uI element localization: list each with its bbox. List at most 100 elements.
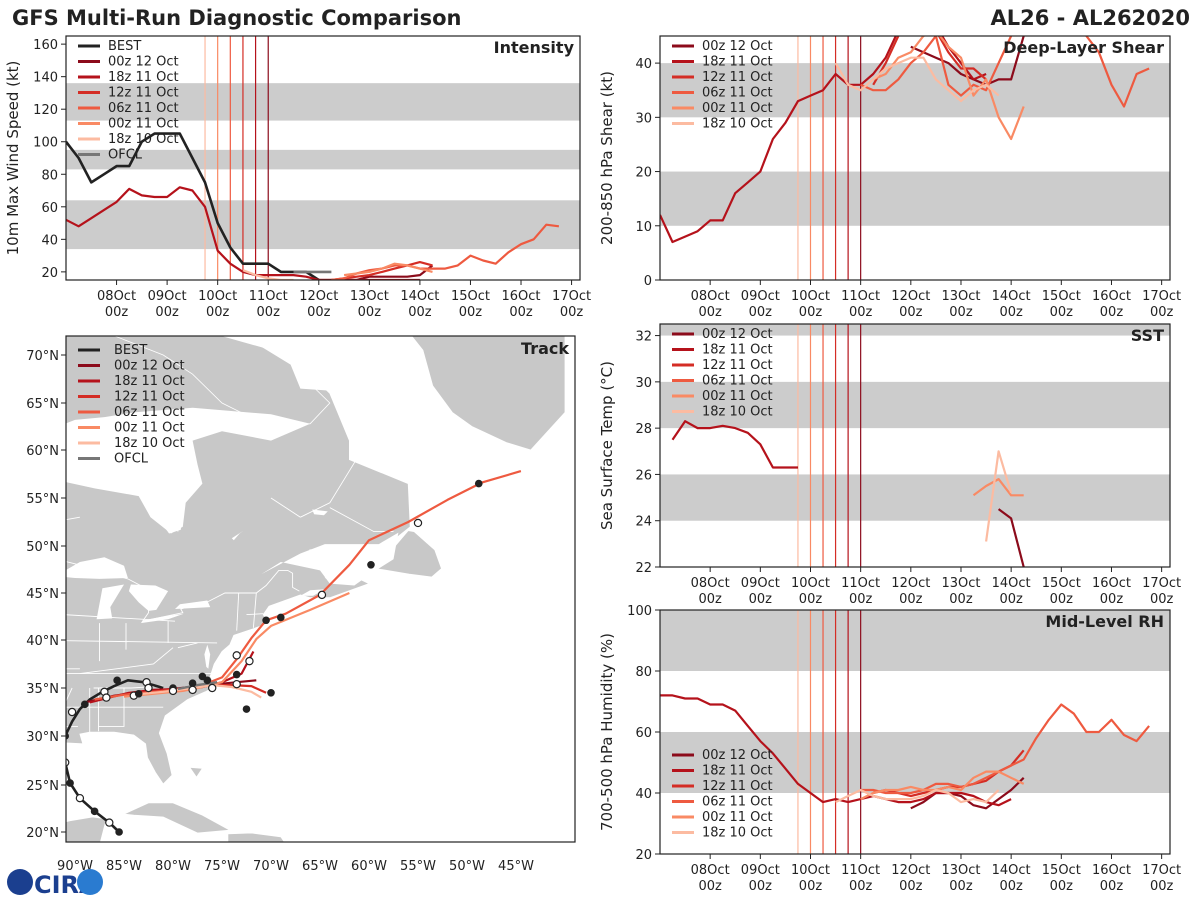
intensity-xtick-day: 10Oct — [198, 289, 237, 304]
best-track-point-filled — [66, 732, 69, 740]
intensity-xtick-day: 13Oct — [350, 289, 389, 304]
track-legend-label: 18z 11 Oct — [114, 374, 185, 389]
sst-xtick-day: 16Oct — [1092, 576, 1131, 591]
track-legend-label: 00z 11 Oct — [114, 421, 185, 436]
shear-legend-label: 18z 11 Oct — [702, 55, 773, 70]
puerto-rico-land — [298, 846, 315, 851]
jamaica-land — [190, 847, 210, 852]
forecast-point-filled — [134, 689, 143, 698]
best-track-point-open — [66, 758, 70, 767]
sst-xtick-hour: 00z — [799, 592, 823, 607]
intensity-xtick-day: 14Oct — [400, 289, 439, 304]
rh-xtick-hour: 00z — [899, 879, 923, 894]
rh-series-line — [660, 694, 1012, 807]
rh-xtick-day: 09Oct — [741, 863, 780, 878]
shear-panel: 01020304008Oct00z09Oct00z10Oct00z11Oct00… — [598, 35, 1181, 320]
sst-xtick-hour: 00z — [1150, 592, 1174, 607]
forecast-point-filled — [203, 676, 212, 685]
rh-legend-label: 18z 11 Oct — [702, 764, 773, 779]
cuba-land — [122, 802, 232, 834]
shear-xtick-day: 13Oct — [941, 289, 980, 304]
lake-erie-water — [140, 613, 184, 624]
yucatan-land — [66, 816, 107, 842]
rh-series-line — [860, 703, 1150, 795]
sst-y-axis-label: Sea Surface Temp (°C) — [598, 361, 616, 530]
shear-legend-label: 06z 11 Oct — [702, 86, 773, 101]
shear-ytick-label: 40 — [635, 57, 652, 72]
shear-y-axis-label: 200-850 hPa Shear (kt) — [598, 71, 616, 245]
sst-xtick-hour: 00z — [1100, 592, 1124, 607]
rh-xtick-hour: 00z — [698, 879, 722, 894]
sst-ytick-label: 26 — [635, 468, 652, 483]
sst-xtick-hour: 00z — [698, 592, 722, 607]
forecast-point-filled — [242, 705, 251, 713]
cira-logo: CIRA — [7, 869, 103, 899]
intensity-best-line — [66, 132, 320, 280]
track-legend-label: 06z 11 Oct — [114, 405, 185, 420]
track-legend-label: BEST — [114, 343, 147, 358]
intensity-ytick-label: 80 — [41, 168, 58, 183]
intensity-legend-label: 00z 11 Oct — [108, 117, 179, 132]
rh-xtick-hour: 00z — [1150, 879, 1174, 894]
shear-series-line — [860, 36, 1150, 108]
intensity-xtick-hour: 00z — [358, 305, 382, 320]
sst-ytick-label: 28 — [635, 422, 652, 437]
shear-xtick-hour: 00z — [1150, 305, 1174, 320]
rh-xtick-hour: 00z — [799, 879, 823, 894]
intensity-legend-label: 18z 10 Oct — [108, 132, 179, 147]
track-lat-label: 40°N — [26, 634, 59, 649]
shear-ytick-label: 20 — [635, 166, 652, 181]
sst-legend-label: 00z 12 Oct — [702, 327, 773, 342]
intensity-legend-label: OFCL — [108, 148, 143, 163]
shear-xtick-hour: 00z — [1050, 305, 1074, 320]
intensity-ytick-label: 140 — [33, 71, 58, 86]
shear-ytick-label: 0 — [644, 274, 652, 289]
track-lon-label: 50°W — [449, 859, 485, 874]
sst-legend-label: 00z 11 Oct — [702, 389, 773, 404]
intensity-y-axis-label: 10m Max Wind Speed (kt) — [4, 61, 22, 256]
intensity-gray-band — [66, 149, 580, 170]
shear-xtick-hour: 00z — [849, 305, 873, 320]
intensity-xtick-hour: 00z — [560, 305, 584, 320]
track-lon-label: 85°W — [106, 859, 142, 874]
track-lon-label: 75°W — [204, 859, 240, 874]
sst-ytick-label: 32 — [635, 330, 652, 345]
intensity-gray-band — [66, 83, 580, 121]
rh-xtick-day: 16Oct — [1092, 863, 1131, 878]
rh-legend-label: 18z 10 Oct — [702, 826, 773, 841]
sst-ytick-label: 30 — [635, 376, 652, 391]
intensity-ytick-label: 160 — [33, 38, 58, 53]
state-line-15 — [79, 647, 174, 675]
us-canada-border — [66, 561, 300, 622]
shear-xtick-hour: 00z — [1100, 305, 1124, 320]
intensity-xtick-day: 12Oct — [299, 289, 338, 304]
rh-legend-label: 00z 12 Oct — [702, 748, 773, 763]
intensity-legend-label: 12z 11 Oct — [108, 86, 179, 101]
intensity-ytick-label: 40 — [41, 233, 58, 248]
forecast-point-filled — [232, 670, 241, 679]
track-best-line — [66, 678, 164, 833]
forecast-point-open — [232, 651, 241, 660]
hudson-bay-water — [66, 407, 311, 534]
rh-ytick-label: 20 — [635, 848, 652, 863]
shear-plot-area — [660, 36, 1150, 244]
hispaniola-land — [227, 832, 285, 842]
intensity-panel: 2040608010012014016008Oct00z09Oct00z10Oc… — [4, 35, 591, 320]
intensity-xtick-hour: 00z — [257, 305, 281, 320]
shear-xtick-day: 17Oct — [1142, 289, 1181, 304]
shear-xtick-hour: 00z — [799, 305, 823, 320]
intensity-series-line — [66, 186, 420, 280]
rh-xtick-hour: 00z — [1100, 879, 1124, 894]
rh-panel-title: Mid-Level RH — [1045, 612, 1164, 631]
track-lat-label: 30°N — [26, 730, 59, 745]
rh-gray-band — [660, 610, 1170, 671]
shear-xtick-hour: 00z — [899, 305, 923, 320]
shear-legend-label: 00z 11 Oct — [702, 101, 773, 116]
intensity-ytick-label: 60 — [41, 201, 58, 216]
labrador-lake-water — [312, 509, 328, 516]
sst-legend-label: 18z 11 Oct — [702, 343, 773, 358]
sst-gray-band — [660, 381, 1170, 429]
track-legend-label: 12z 11 Oct — [114, 390, 185, 405]
rh-xtick-hour: 00z — [949, 879, 973, 894]
best-track-point-open — [75, 793, 85, 803]
